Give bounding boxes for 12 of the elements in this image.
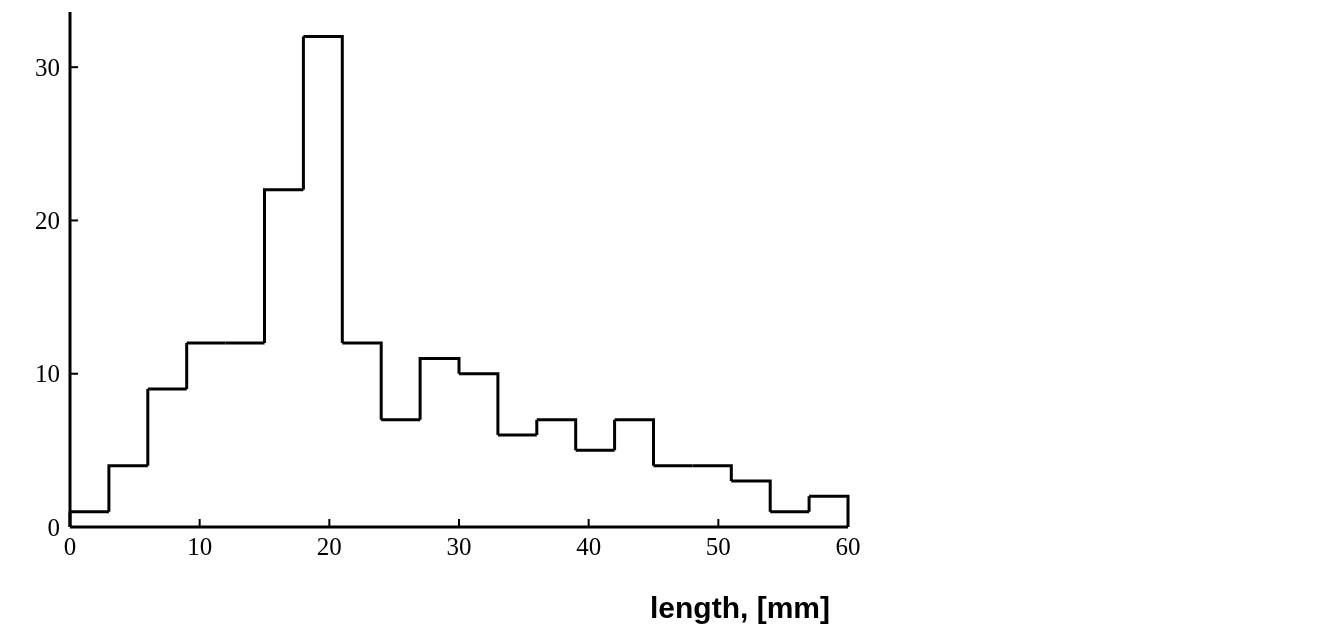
x-tick-label: 10 — [187, 533, 213, 560]
x-tick-label: 20 — [316, 533, 342, 560]
y-tick-label: 0 — [47, 513, 60, 541]
x-tick-label: 30 — [446, 533, 472, 560]
x-tick-label: 0 — [63, 533, 77, 560]
y-tick-label: 20 — [35, 207, 60, 235]
x-axis-title: length, [mm] — [650, 591, 830, 624]
x-tick-label: 60 — [835, 533, 861, 560]
y-tick-label: 30 — [35, 53, 60, 81]
x-tick-label: 50 — [705, 533, 731, 560]
y-tick-label: 10 — [35, 360, 60, 388]
x-tick-label: 40 — [576, 533, 602, 560]
